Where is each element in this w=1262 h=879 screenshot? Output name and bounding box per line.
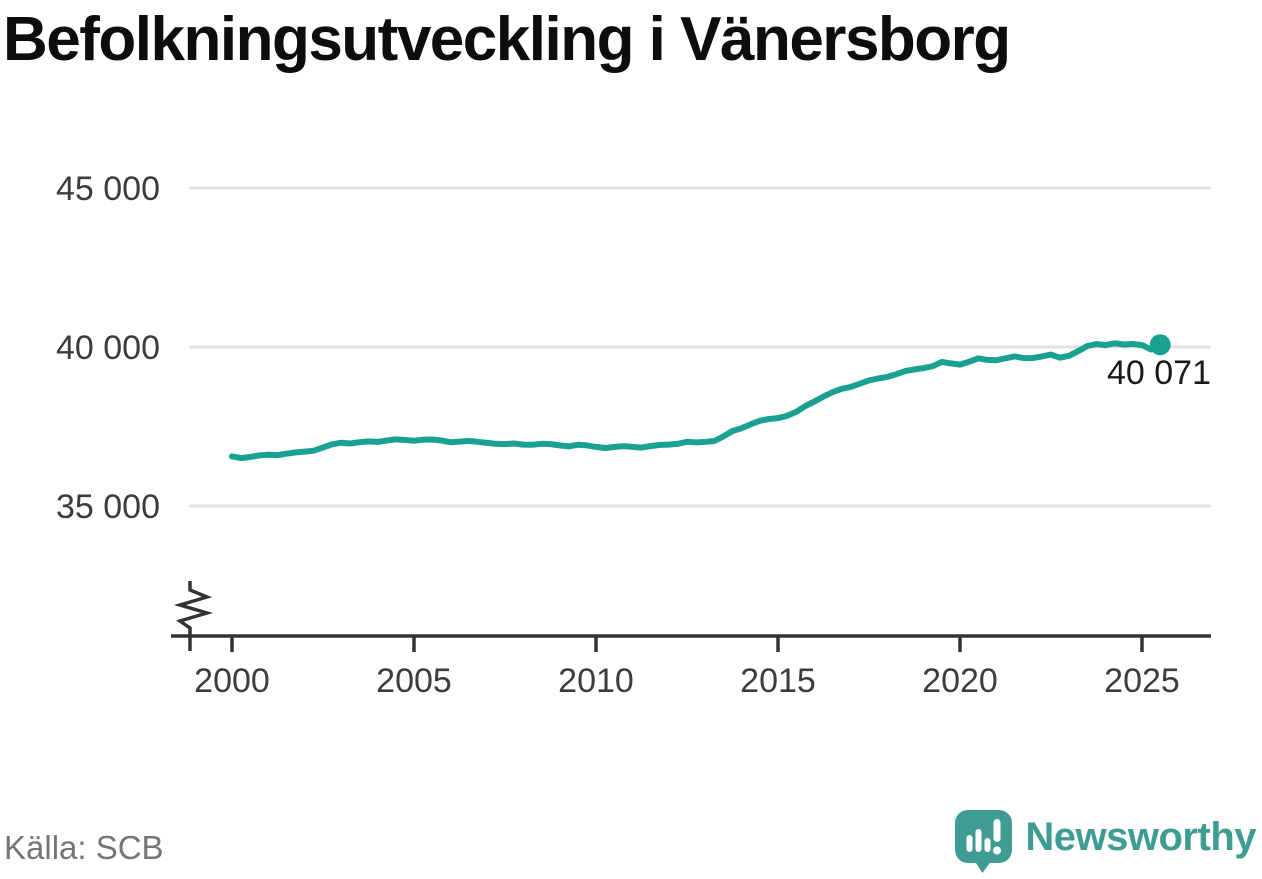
x-tick-label: 2020 — [922, 662, 998, 700]
y-tick-label: 45 000 — [56, 170, 160, 208]
axis-break-icon — [173, 581, 214, 651]
x-tick-label: 2000 — [194, 662, 270, 700]
latest-value-dot — [1149, 334, 1171, 356]
newsworthy-logo-icon — [955, 810, 1013, 873]
x-tick-label: 2025 — [1104, 662, 1180, 700]
x-tick-label: 2005 — [376, 662, 452, 700]
source-note: Källa: SCB — [4, 829, 164, 866]
population-series-line — [229, 340, 1164, 462]
y-tick-label: 40 000 — [56, 329, 160, 367]
newsworthy-logo-text: Newsworthy — [1025, 814, 1256, 859]
x-tick-label: 2015 — [740, 662, 816, 700]
x-tick-label: 2010 — [558, 662, 634, 700]
page-title: Befolkningsutveckling i Vänersborg — [3, 5, 1011, 74]
y-tick-label: 35 000 — [56, 488, 160, 526]
latest-value-label: 40 071 — [1107, 354, 1211, 392]
newsworthy-logo: Newsworthy — [955, 810, 1256, 873]
